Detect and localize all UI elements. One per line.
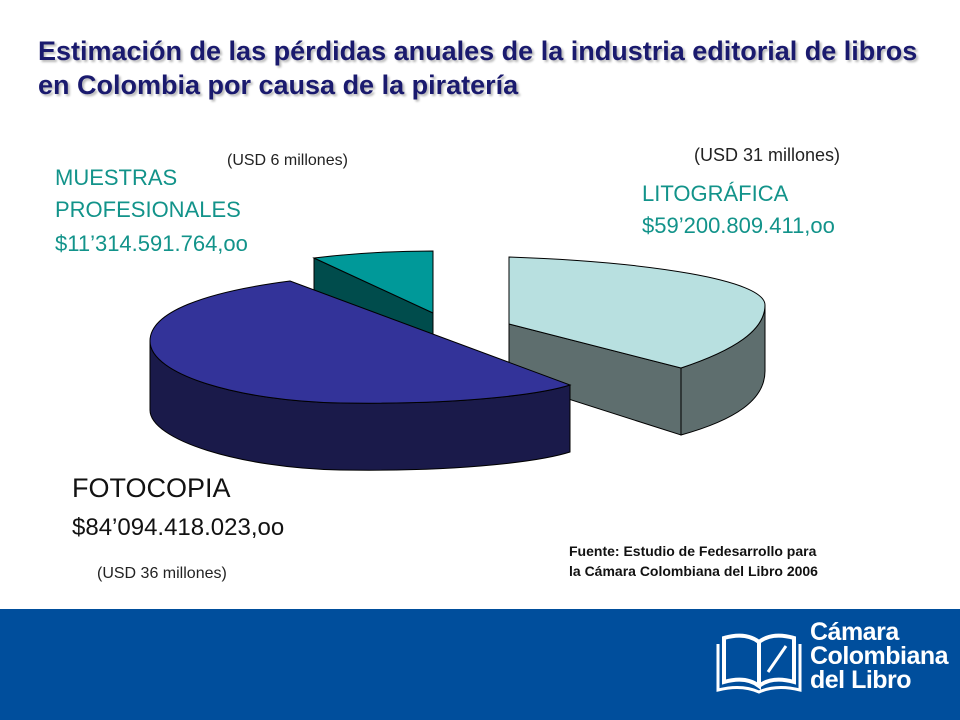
source-line1: Fuente: Estudio de Fedesarrollo para [569, 543, 817, 559]
muestras-label-line1: MUESTRAS [55, 165, 178, 190]
open-book-logo-icon [716, 633, 802, 694]
slice-fotocopia [149, 280, 572, 471]
muestras-value: $11’314.591.764,oo [55, 231, 248, 256]
muestras-usd: (USD 6 millones) [227, 152, 348, 169]
source-note: Fuente: Estudio de Fedesarrollo para la … [569, 541, 818, 581]
fotocopia-value: $84’094.418.023,oo [72, 514, 285, 541]
fotocopia-label: FOTOCOPIA [72, 473, 231, 503]
fotocopia-usd: (USD 36 millones) [97, 565, 227, 582]
page-title: Estimación de las pérdidas anuales de la… [38, 36, 918, 100]
slice-litografica [508, 256, 766, 436]
logo-line1: Cámara [810, 618, 899, 646]
logo-line3: del Libro [810, 666, 912, 694]
litografica-label: LITOGRÁFICA [642, 181, 789, 206]
slice-fotocopia-top [149, 280, 572, 404]
source-line2: la Cámara Colombiana del Libro 2006 [569, 563, 818, 579]
muestras-label-line2: PROFESIONALES [55, 197, 241, 222]
slice-litografica-top [508, 256, 766, 369]
litografica-usd: (USD 31 millones) [694, 145, 841, 165]
logo-line2: Colombiana [810, 642, 949, 670]
litografica-value: $59’200.809.411,oo [642, 213, 835, 238]
slice-muestras-top [312, 250, 434, 314]
logo-text: Cámara Colombiana del Libro [810, 618, 949, 694]
